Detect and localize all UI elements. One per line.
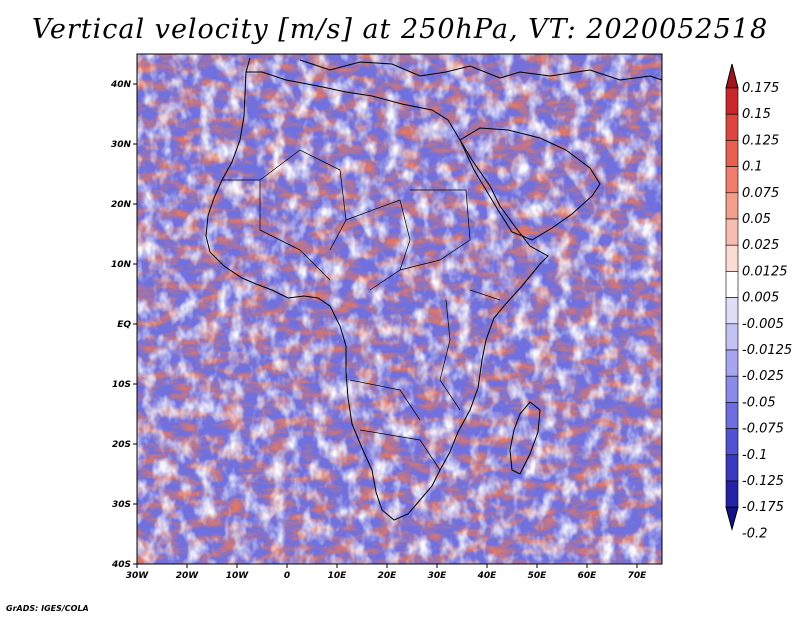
colorbar-swatch [725, 375, 739, 403]
colorbar-label: 0.005 [742, 291, 779, 306]
colorbar-label: -0.2 [742, 526, 767, 541]
map-frame [136, 53, 663, 565]
arabian-coastline [459, 127, 601, 241]
colorbar-swatch [725, 271, 739, 298]
coastlines [205, 57, 662, 521]
colorbar-label: 0.1 [742, 160, 763, 175]
colorbar-swatch [725, 244, 739, 272]
colorbar-label: 0.15 [742, 107, 771, 122]
axis-ticks: 30W 20W 10W 0 10E 20E 30E 40E 50E 60E 70E 40S 30S 20S… [110, 80, 647, 581]
colorbar-label: -0.125 [742, 474, 784, 489]
colorbar-label: 0.0125 [742, 264, 788, 279]
colorbar-label: 0.025 [742, 238, 779, 253]
colorbar-bottom-arrow [725, 506, 739, 532]
y-tick-label: 10N [111, 260, 132, 270]
colorbar-label: -0.1 [742, 448, 767, 463]
europe-coastline [245, 57, 662, 81]
borders [222, 149, 501, 471]
y-tick-label: 30S [112, 500, 131, 510]
colorbar-label: -0.05 [742, 395, 776, 410]
credit-label: GrADS: IGES/COLA [6, 604, 89, 613]
velocity-field [137, 54, 662, 564]
y-tick-label: EQ [117, 320, 131, 330]
colorbar-swatch [725, 480, 739, 508]
colorbar-label: -0.005 [742, 317, 784, 332]
colorbar-swatch [725, 192, 739, 220]
colorbar-swatch [725, 323, 739, 351]
colorbar-swatch [725, 87, 739, 115]
colorbar-label: 0.05 [742, 212, 771, 227]
colorbar-swatch [725, 297, 739, 325]
x-tick-label: 10W [226, 571, 250, 581]
colorbar-label: -0.075 [742, 422, 784, 437]
colorbar-top-arrow [725, 63, 739, 89]
madagascar-coastline [509, 401, 541, 475]
y-tick-label: 30N [111, 140, 132, 150]
colorbar-swatch [725, 166, 739, 194]
field-neutral-noise [137, 54, 662, 564]
page-title: Vertical velocity [m/s] at 250hPa, VT: 2… [31, 14, 769, 45]
colorbar-label: -0.0125 [742, 343, 792, 358]
colorbar-swatch [725, 349, 739, 377]
x-tick-label: 40E [477, 571, 498, 581]
colorbar-label: 0.075 [742, 186, 779, 201]
x-tick-label: 30E [428, 571, 448, 581]
x-tick-label: 70E [628, 571, 648, 581]
colorbar-swatch [725, 113, 739, 141]
y-tick-label: 40N [110, 80, 132, 90]
colorbar-label: 0.125 [742, 133, 779, 148]
x-tick-label: 0 [284, 571, 290, 581]
colorbar-swatch [725, 218, 739, 246]
colorbar: 0.175 0.15 0.125 0.1 0.075 0.05 0.025 0.0125 0.0… [725, 63, 792, 541]
colorbar-swatch [725, 454, 739, 482]
y-tick-label: 20N [111, 200, 132, 210]
x-tick-label: 60E [578, 571, 598, 581]
x-tick-label: 50E [528, 571, 548, 581]
x-tick-label: 30W [126, 571, 150, 581]
x-tick-label: 20W [176, 571, 200, 581]
colorbar-swatch [725, 402, 739, 429]
colorbar-label: -0.025 [742, 369, 784, 384]
y-tick-label: 10S [112, 380, 131, 390]
colorbar-label: 0.175 [742, 81, 779, 96]
colorbar-label: -0.175 [742, 500, 784, 515]
colorbar-swatch [725, 140, 739, 167]
y-tick-label: 40S [111, 560, 131, 570]
colorbar-swatch [725, 428, 739, 456]
x-tick-label: 20E [378, 571, 398, 581]
africa-coastline [205, 71, 549, 521]
x-tick-label: 10E [328, 571, 348, 581]
y-tick-label: 20S [112, 440, 131, 450]
